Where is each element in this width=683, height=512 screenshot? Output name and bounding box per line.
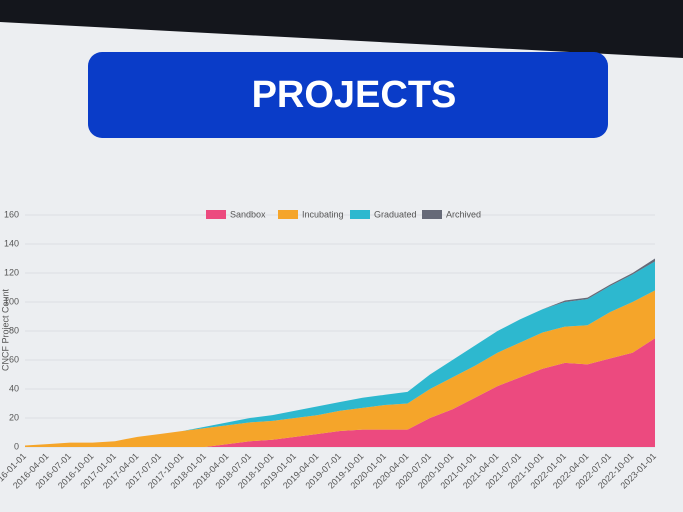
legend-swatch — [350, 210, 370, 219]
area — [25, 290, 655, 447]
title-banner — [88, 52, 608, 138]
y-axis-label: CNCF Project Count — [0, 288, 10, 371]
legend-swatch — [206, 210, 226, 219]
legend-label: Graduated — [374, 209, 417, 219]
legend-swatch — [278, 210, 298, 219]
legend-label: Incubating — [302, 209, 344, 219]
y-tick-label: 160 — [4, 209, 19, 219]
legend-label: Sandbox — [230, 209, 266, 219]
y-tick-label: 60 — [9, 354, 19, 364]
area — [25, 338, 655, 447]
legend-swatch — [422, 210, 442, 219]
slide-title: PROJECTS — [252, 74, 457, 116]
legend-label: Archived — [446, 209, 481, 219]
y-tick-label: 80 — [9, 325, 19, 335]
y-tick-label: 100 — [4, 296, 19, 306]
y-tick-label: 40 — [9, 383, 19, 393]
y-tick-label: 0 — [14, 441, 19, 451]
area — [25, 261, 655, 446]
y-tick-label: 140 — [4, 238, 19, 248]
y-tick-label: 120 — [4, 267, 19, 277]
y-tick-label: 20 — [9, 412, 19, 422]
